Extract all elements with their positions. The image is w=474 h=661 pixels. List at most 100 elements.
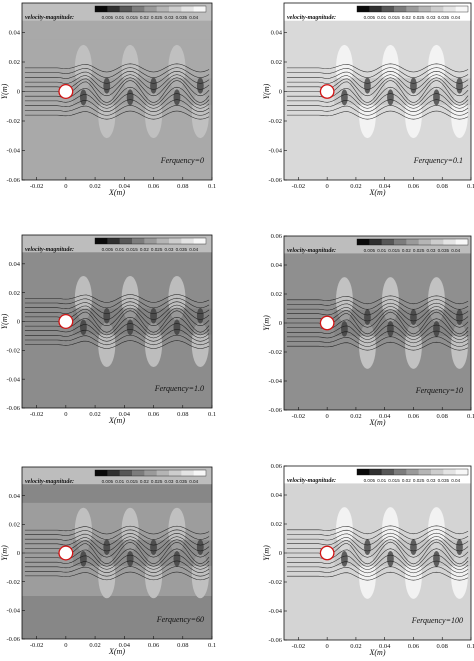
legend-tick-label: 0.03: [165, 247, 174, 252]
streamline: [286, 341, 469, 351]
vortex-core: [79, 319, 87, 336]
legend-swatch: [181, 6, 194, 12]
x-tick-label: 0.08: [437, 183, 448, 190]
y-tick-label: -0.02: [6, 118, 20, 125]
streamline: [24, 310, 210, 333]
y-tick-label: 0: [279, 550, 282, 557]
legend-swatch: [132, 238, 145, 244]
y-tick-label: -0.06: [268, 177, 282, 184]
vortex-core: [364, 309, 371, 326]
frequency-annotation: Ferquency=0.1: [413, 156, 463, 165]
y-tick-label: -0.06: [268, 407, 282, 414]
cylinder: [58, 314, 74, 329]
x-tick-label: 0: [64, 183, 67, 190]
y-tick-label: -0.02: [268, 118, 282, 125]
vortex-core: [410, 309, 417, 326]
y-tick-label: -0.06: [6, 636, 20, 643]
y-axis-label: Y(m): [262, 83, 271, 99]
streamline: [24, 539, 210, 558]
plot-panel: -0.02 0 0.02 0.04 0.06 0.08 0.1 0.04 0.02 0 -0.02 -…: [0, 2, 216, 197]
streamline: [286, 302, 469, 316]
streamline: [24, 566, 210, 577]
y-axis-label: Y(m): [262, 545, 271, 561]
vortex-core: [103, 307, 111, 324]
vortex-core: [126, 550, 134, 567]
x-axis-label: X(m): [369, 188, 386, 197]
legend-title: velocity-magnitude:: [287, 15, 336, 21]
legend-swatch: [357, 6, 370, 12]
legend-swatch: [406, 469, 419, 475]
legend-tick-label: 0.02: [402, 478, 411, 483]
x-tick-label: 0: [326, 643, 329, 650]
legend-swatch: [144, 238, 157, 244]
x-tick-label: -0.02: [292, 183, 306, 190]
legend-tick-label: 0.015: [388, 478, 400, 483]
legend-frame: [356, 238, 469, 246]
streamline: [286, 110, 469, 120]
streamline: [24, 74, 210, 90]
vortex-core: [150, 77, 157, 94]
streamline: [286, 560, 469, 574]
legend-tick-label: 0.01: [115, 15, 124, 20]
y-tick-label: 0.04: [9, 261, 21, 268]
legend-tick-label: 0.015: [126, 15, 138, 20]
vortex-core: [387, 550, 394, 567]
legend-tick-label: 0.005: [364, 248, 376, 253]
legend-tick-label: 0.035: [176, 247, 188, 252]
legend-tick-label: 0.015: [126, 479, 138, 484]
streamline: [24, 93, 210, 109]
legend-swatch: [193, 238, 207, 244]
y-tick-label: 0.04: [271, 262, 283, 269]
legend-tick-label: 0.035: [438, 248, 450, 253]
x-tick-label: 0.08: [437, 643, 448, 650]
x-tick-label: 0.08: [177, 183, 188, 190]
x-tick-label: 0.02: [350, 643, 361, 650]
streamline: [286, 529, 469, 540]
streamline: [24, 67, 210, 78]
x-axis-label: X(m): [369, 418, 386, 427]
legend-swatch: [132, 470, 145, 476]
streamline: [24, 294, 210, 303]
streamline: [286, 336, 469, 347]
x-tick-label: 0.06: [148, 183, 160, 190]
plot-panel: -0.02 0 0.02 0.04 0.06 0.08 0.1 0.04 0.02 0 -0.02 -…: [0, 234, 216, 425]
vortex-core: [433, 89, 440, 106]
legend-swatch: [418, 6, 432, 12]
legend-tick-label: 0.03: [165, 15, 174, 20]
y-axis-label: Y(m): [262, 315, 271, 331]
x-axis-label: X(m): [369, 648, 386, 657]
legend-tick-label: 0.04: [189, 479, 198, 484]
plot-panel: -0.02 0 0.02 0.04 0.06 0.08 0.1 0.06 0.04 0.02 0 -0…: [262, 463, 474, 657]
vortex-core: [364, 77, 371, 94]
x-tick-label: 0.08: [177, 642, 188, 649]
legend-tick-label: 0.01: [115, 479, 124, 484]
x-axis-label: X(m): [108, 416, 125, 425]
legend-tick-label: 0.02: [140, 479, 149, 484]
y-tick-label: -0.02: [268, 349, 282, 356]
x-tick-label: 0.02: [350, 413, 361, 420]
streamline: [24, 99, 210, 112]
x-tick-label: 0.06: [408, 183, 420, 190]
y-tick-label: 0.02: [271, 59, 282, 66]
streamline: [286, 67, 469, 78]
streamline: [24, 86, 210, 106]
vortex-core: [79, 550, 87, 567]
streamline: [286, 295, 469, 305]
vortex-core: [456, 309, 463, 326]
legend-swatch: [132, 6, 145, 12]
frequency-annotation: Ferquency=60: [156, 615, 204, 624]
y-tick-label: -0.02: [6, 348, 20, 355]
legend-tick-label: 0.035: [438, 478, 450, 483]
legend-swatch: [156, 6, 170, 12]
legend-swatch: [369, 239, 382, 245]
streamline: [286, 548, 469, 567]
streamline: [24, 548, 210, 567]
y-tick-label: 0: [17, 550, 20, 557]
x-tick-label: 0.06: [408, 413, 420, 420]
contour-field: [22, 467, 212, 639]
streamline: [286, 77, 469, 97]
streamline: [286, 306, 469, 322]
legend-title: velocity-magnitude:: [25, 479, 74, 485]
y-tick-label: 0.02: [9, 59, 20, 66]
plot-panel: -0.02 0 0.02 0.04 0.06 0.08 0.1 0.04 0.02 0 -0.02 -…: [262, 2, 474, 197]
